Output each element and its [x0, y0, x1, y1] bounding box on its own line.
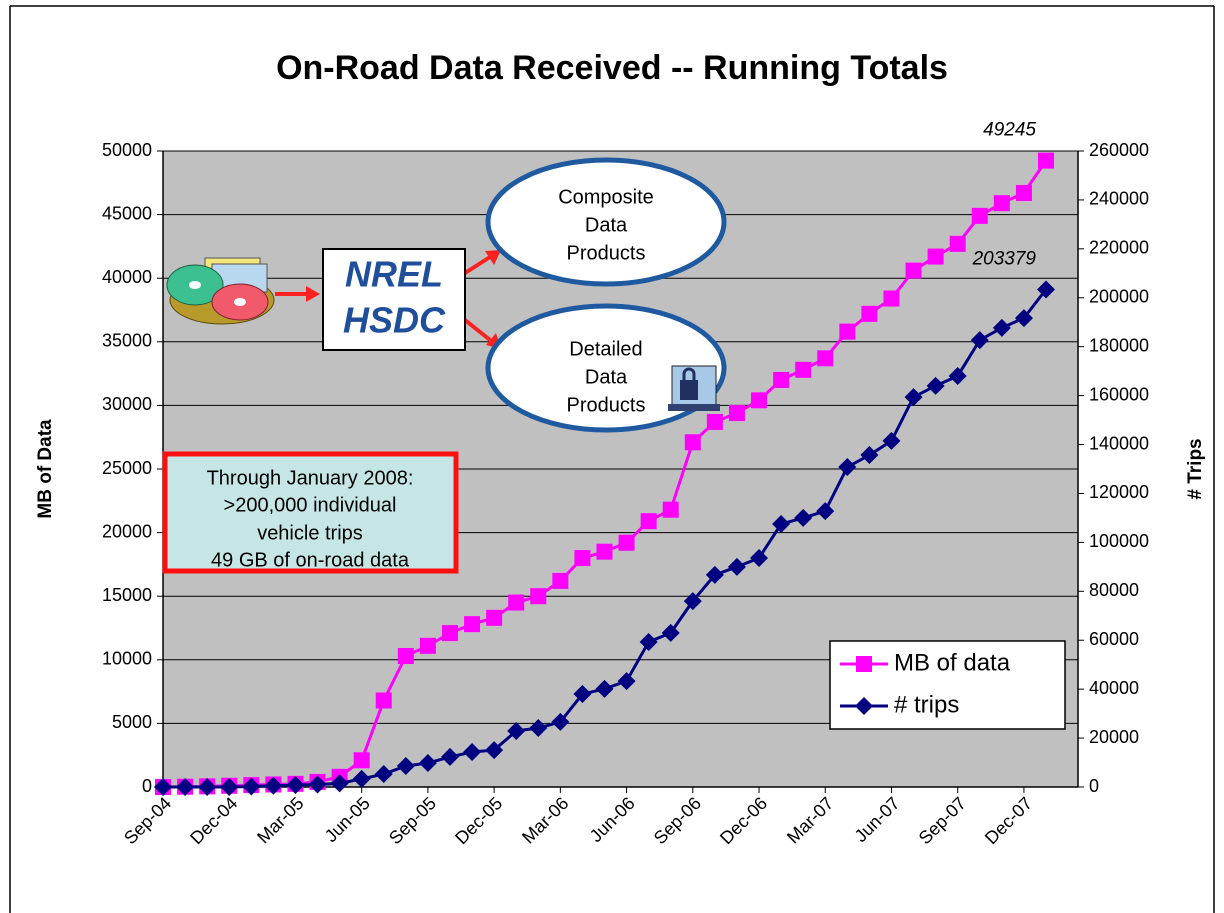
marker: [883, 291, 899, 307]
marker: [420, 638, 436, 654]
marker: [398, 648, 414, 664]
detailed-label: Detailed: [569, 338, 642, 360]
composite-label: Products: [567, 242, 646, 264]
x-tick-label: Mar-05: [253, 793, 307, 847]
x-tick-label: Sep-06: [650, 793, 705, 848]
y-tick-label: 5000: [112, 712, 152, 732]
x-tick-label: Sep-07: [915, 793, 970, 848]
marker: [856, 656, 872, 672]
x-tick-label: Jun-07: [851, 793, 904, 846]
y2-axis-label: # Trips: [1185, 438, 1206, 499]
marker: [1038, 153, 1054, 169]
y2-tick-label: 60000: [1089, 629, 1139, 649]
marker: [552, 573, 568, 589]
detailed-label: Products: [567, 394, 646, 416]
chart: On-Road Data Received -- Running Totals …: [0, 0, 1224, 913]
composite-label: Composite: [558, 186, 654, 208]
y2-tick-label: 100000: [1089, 531, 1149, 551]
marker: [574, 550, 590, 566]
marker: [641, 513, 657, 529]
legend-label: # trips: [894, 691, 959, 718]
x-tick-label: Dec-05: [451, 793, 506, 848]
y-tick-label: 35000: [102, 331, 152, 351]
x-tick-label: Mar-07: [783, 793, 837, 847]
y2-tick-label: 20000: [1089, 727, 1139, 747]
y-tick-label: 15000: [102, 585, 152, 605]
x-tick-label: Sep-05: [385, 793, 440, 848]
marker: [861, 306, 877, 322]
y2-tick-label: 120000: [1089, 482, 1149, 502]
y2-tick-label: 40000: [1089, 678, 1139, 698]
x-tick-label: Jun-05: [321, 793, 374, 846]
marker: [530, 588, 546, 604]
marker: [795, 362, 811, 378]
marker: [928, 249, 944, 265]
y-tick-label: 10000: [102, 649, 152, 669]
y2-tick-label: 0: [1089, 776, 1099, 796]
y2-tick-label: 80000: [1089, 580, 1139, 600]
marker: [994, 195, 1010, 211]
marker: [906, 263, 922, 279]
chart-title: On-Road Data Received -- Running Totals: [276, 49, 948, 87]
marker: [751, 392, 767, 408]
legend-label: MB of data: [894, 649, 1011, 676]
x-tick-label: Dec-06: [716, 793, 771, 848]
y-axis-label: MB of Data: [35, 419, 56, 519]
marker: [354, 752, 370, 768]
note-text: >200,000 individual: [224, 494, 397, 516]
composite-label: Data: [585, 214, 628, 236]
end-value-label: 203379: [972, 249, 1037, 270]
end-value-label: 49245: [983, 120, 1036, 141]
marker: [685, 434, 701, 450]
x-tick-label: Dec-04: [186, 793, 241, 848]
marker: [486, 610, 502, 626]
marker: [663, 502, 679, 518]
note-text: Through January 2008:: [207, 467, 414, 489]
y-tick-label: 45000: [102, 203, 152, 223]
x-tick-label: Mar-06: [518, 793, 572, 847]
x-tick-label: Sep-04: [120, 793, 175, 848]
marker: [1016, 185, 1032, 201]
note-text: vehicle trips: [257, 522, 363, 544]
y-tick-label: 25000: [102, 458, 152, 478]
y2-tick-label: 200000: [1089, 287, 1149, 307]
detailed-label: Data: [585, 366, 628, 388]
marker: [464, 616, 480, 632]
y2-tick-label: 140000: [1089, 433, 1149, 453]
y-tick-label: 20000: [102, 521, 152, 541]
marker: [972, 208, 988, 224]
x-tick-label: Jun-06: [586, 793, 639, 846]
y-tick-label: 50000: [102, 140, 152, 160]
marker: [707, 414, 723, 430]
marker: [773, 372, 789, 388]
marker: [597, 544, 613, 560]
lock-icon: [668, 366, 720, 411]
marker: [376, 693, 392, 709]
y-tick-label: 0: [142, 776, 152, 796]
y-tick-label: 40000: [102, 267, 152, 287]
marker: [508, 595, 524, 611]
y2-tick-label: 160000: [1089, 384, 1149, 404]
marker: [839, 324, 855, 340]
marker: [729, 405, 745, 421]
marker: [950, 236, 966, 252]
marker: [619, 535, 635, 551]
hub-label: HSDC: [343, 300, 446, 341]
note-text: 49 GB of on-road data: [211, 549, 410, 571]
legend: MB of data # trips: [830, 641, 1065, 729]
disk-icon: [167, 258, 274, 324]
y-tick-label: 30000: [102, 394, 152, 414]
marker: [817, 350, 833, 366]
y2-tick-label: 260000: [1089, 140, 1149, 160]
x-tick-label: Dec-07: [981, 793, 1036, 848]
y2-tick-label: 180000: [1089, 335, 1149, 355]
y2-tick-label: 220000: [1089, 238, 1149, 258]
hub-label: NREL: [345, 254, 443, 295]
marker: [442, 625, 458, 641]
y2-tick-label: 240000: [1089, 189, 1149, 209]
